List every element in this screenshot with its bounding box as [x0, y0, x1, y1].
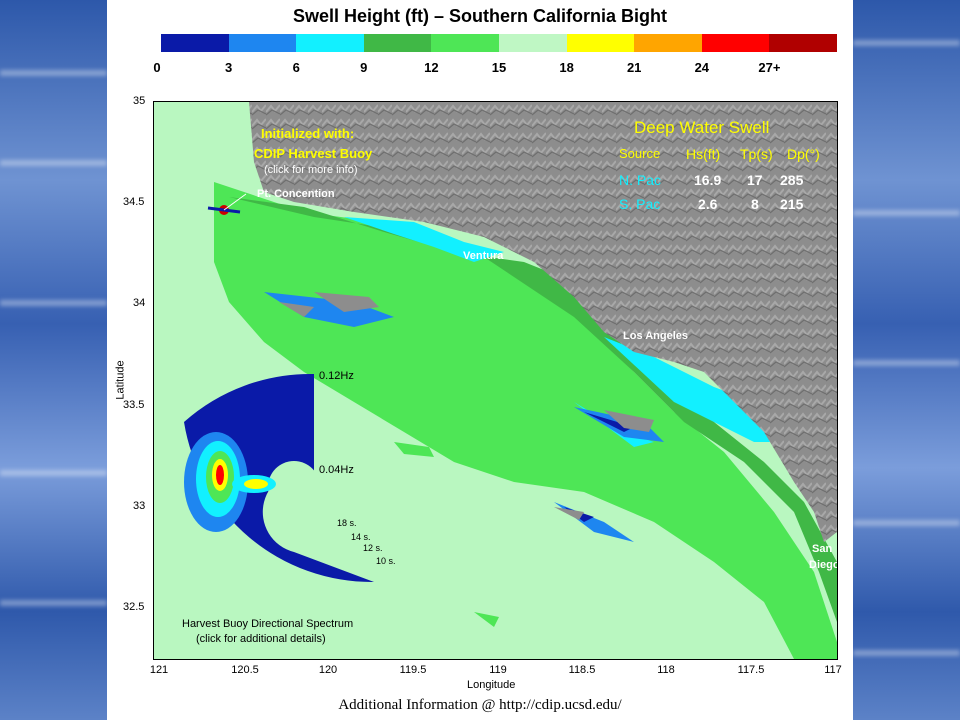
slide-panel: Swell Height (ft) – Southern California … [107, 0, 853, 720]
spectrum-period-12: 12 s. [363, 543, 383, 553]
label-los-angeles: Los Angeles [623, 330, 688, 342]
label-diego: Diego [809, 559, 838, 571]
ytick-32.5: 32.5 [123, 601, 145, 613]
colorbar-tick-label: 3 [224, 60, 233, 75]
ytick-34.5: 34.5 [123, 196, 145, 208]
xtick-119: 119 [489, 664, 507, 676]
colorbar-swatch [431, 34, 499, 52]
swell-row1-source: N. Pac [619, 172, 662, 188]
colorbar-swatch [296, 34, 364, 52]
xtick-120.5: 120.5 [231, 664, 259, 676]
xtick-119.5: 119.5 [399, 664, 427, 676]
spectrum-caption[interactable]: Harvest Buoy Directional Spectrum [182, 618, 354, 630]
ytick-33: 33 [133, 500, 146, 512]
land [249, 102, 837, 542]
swell-header-hs: Hs(ft) [686, 146, 721, 162]
swell-header-source: Source [619, 146, 661, 161]
xtick-118.5: 118.5 [568, 664, 596, 676]
colorbar-tick-label: 6 [292, 60, 300, 75]
xtick-120: 120 [318, 664, 338, 676]
colorbar-tick-label: 15 [491, 60, 507, 75]
swell-row2-dp: 215 [780, 196, 804, 212]
swell-header-tp: Tp(s) [740, 146, 773, 162]
colorbar-tick-label: 21 [626, 60, 642, 75]
ytick-33.5: 33.5 [123, 399, 145, 411]
colorbar-tick-label: 9 [360, 60, 368, 75]
swell-row1-tp: 17 [747, 172, 763, 188]
spectrum-freq-outer: 0.12Hz [319, 370, 354, 382]
swell-row1-hs: 16.9 [694, 172, 722, 188]
swell-map[interactable]: Initialized with: CDIP Harvest Buoy (cli… [153, 101, 838, 660]
colorbar-swatch [161, 34, 229, 52]
swell-table-title: Deep Water Swell [634, 118, 770, 137]
colorbar-swatch [701, 34, 770, 52]
buoy-hint: (click for more info) [264, 164, 358, 176]
map-graphic [184, 102, 837, 659]
spectrum-caption-hint[interactable]: (click for additional details) [196, 633, 326, 645]
init-heading: Initialized with: [261, 126, 355, 141]
colorbar-tick-label: 27+ [758, 60, 781, 75]
colorbar-tick-label: 0 [153, 60, 161, 75]
colorbar-tick-label: 24 [694, 60, 710, 75]
spectrum-period-14: 14 s. [351, 532, 371, 542]
colorbar-swatch [634, 34, 702, 52]
colorbar-swatch [228, 34, 297, 52]
spectrum-freq-inner: 0.04Hz [319, 464, 354, 476]
spectrum-period-18: 18 s. [337, 518, 357, 528]
map-title: Swell Height (ft) – Southern California … [292, 6, 667, 26]
colorbar-swatch [498, 34, 567, 52]
spectrum-period-10: 10 s. [376, 556, 396, 566]
xtick-121: 121 [149, 664, 169, 676]
colorbar-tick-label: 12 [424, 60, 439, 75]
xtick-117.5: 117.5 [737, 664, 765, 676]
swell-zone-6-9 [344, 217, 794, 447]
colorbar-swatch [769, 34, 837, 52]
ytick-35: 35 [133, 95, 146, 107]
label-ventura: Ventura [463, 250, 504, 262]
xtick-117: 117 [824, 664, 842, 676]
colorbar-swatch [566, 34, 635, 52]
xtick-118: 118 [657, 664, 675, 676]
swell-header-dp: Dp(°) [787, 146, 820, 162]
ytick-34: 34 [133, 297, 146, 309]
colorbar [161, 34, 837, 52]
swell-row2-source: S. Pac [619, 196, 661, 212]
swell-row2-tp: 8 [751, 196, 759, 212]
swell-row1-dp: 285 [780, 172, 804, 188]
colorbar-swatch [363, 34, 432, 52]
buoy-link[interactable]: CDIP Harvest Buoy [254, 146, 373, 161]
label-pt-concention: Pt. Concention [257, 188, 335, 200]
swell-zone-9-12 [229, 197, 837, 622]
y-axis-label: Latitude [114, 360, 127, 400]
background-water-right [853, 0, 960, 720]
footer-link[interactable]: Additional Information @ http://cdip.ucs… [338, 697, 622, 713]
background-water-left [0, 0, 107, 720]
colorbar-tick-label: 18 [559, 60, 574, 75]
x-axis-label: Longitude [467, 679, 516, 691]
label-san: San [812, 543, 833, 555]
swell-row2-hs: 2.6 [698, 196, 718, 212]
